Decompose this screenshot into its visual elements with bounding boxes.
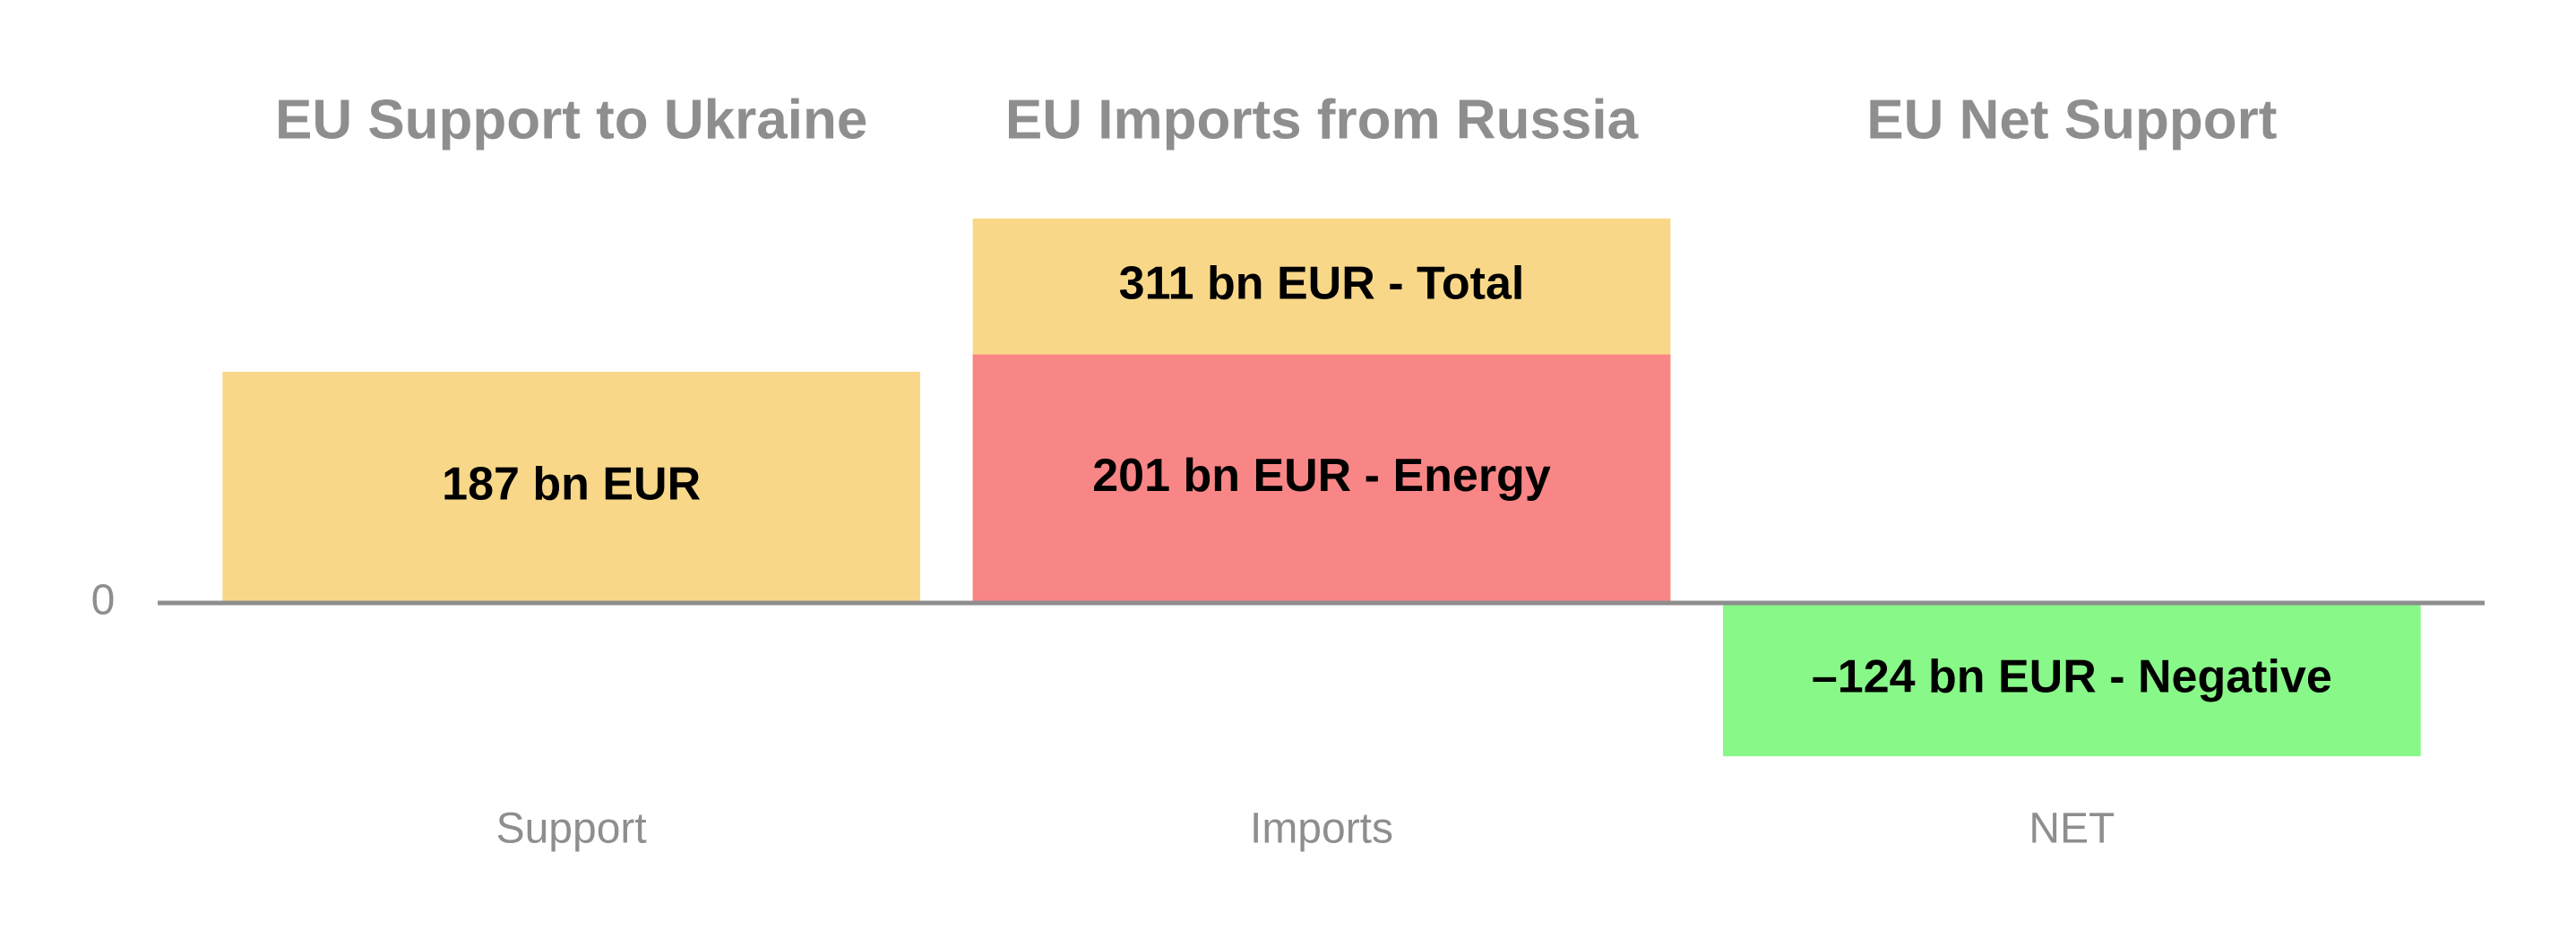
panel-title: EU Support to Ukraine xyxy=(275,89,867,151)
value-label: 201 bn EUR - Energy xyxy=(1092,450,1551,502)
x-tick-label: NET xyxy=(2029,805,2115,853)
value-label: 187 bn EUR xyxy=(442,459,701,511)
y-tick-label: 0 xyxy=(91,577,116,624)
bar xyxy=(972,354,1671,603)
value-label: –124 bn EUR - Negative xyxy=(1812,650,2332,702)
bar xyxy=(222,371,921,603)
bar xyxy=(1722,603,2421,757)
x-tick-label: Support xyxy=(496,805,647,853)
x-tick-label: Imports xyxy=(1250,805,1393,853)
panel-title: EU Imports from Russia xyxy=(1005,89,1639,151)
panel-title: EU Net Support xyxy=(1866,89,2277,151)
value-label: 311 bn EUR - Total xyxy=(1119,257,1525,309)
